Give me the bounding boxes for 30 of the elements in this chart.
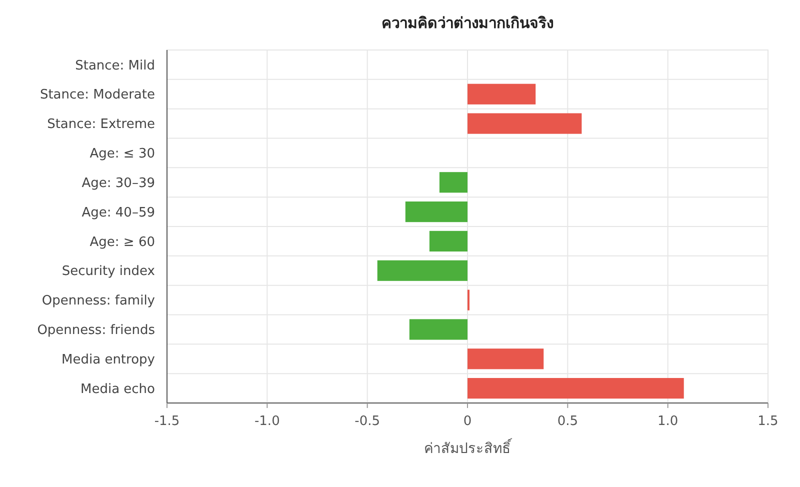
y-tick-label: Security index [62, 264, 156, 280]
y-tick-label: Age: 40–59 [82, 205, 155, 220]
x-tick-label: -0.5 [354, 414, 380, 429]
bar [468, 84, 536, 104]
x-tick-label: 0 [463, 414, 472, 429]
y-tick-label: Age: ≥ 60 [90, 234, 155, 250]
y-tick-label: Stance: Moderate [40, 88, 155, 103]
bar [429, 230, 468, 252]
x-tick-label: 1.5 [758, 414, 778, 429]
bar [405, 201, 468, 222]
bar [468, 378, 684, 399]
y-tick-label: Openness: friends [37, 323, 156, 338]
bar [439, 172, 468, 193]
y-tick-label: Stance: Extreme [47, 117, 155, 132]
x-tick-label: 1.0 [657, 414, 678, 429]
y-tick-label: Stance: Mild [75, 58, 155, 74]
y-tick-label: Media echo [80, 382, 156, 397]
x-tick-label: -1.0 [254, 414, 280, 429]
x-tick-label: -1.5 [154, 414, 180, 429]
bar [409, 319, 468, 340]
x-tick-label: 0.5 [557, 414, 578, 429]
y-tick-label: Age: ≤ 30 [90, 146, 155, 162]
bar [468, 348, 544, 370]
y-tick-label: Openness: family [42, 294, 156, 309]
y-tick-label: Media entropy [62, 352, 156, 368]
x-axis-title: ค่าสัมประสิทธิ์ [424, 438, 513, 457]
chart-title: ความคิดว่าต่างมากเกินจริง [382, 14, 554, 32]
y-tick-label: Age: 30–39 [82, 176, 155, 191]
bar [377, 260, 468, 281]
bar [468, 113, 582, 134]
